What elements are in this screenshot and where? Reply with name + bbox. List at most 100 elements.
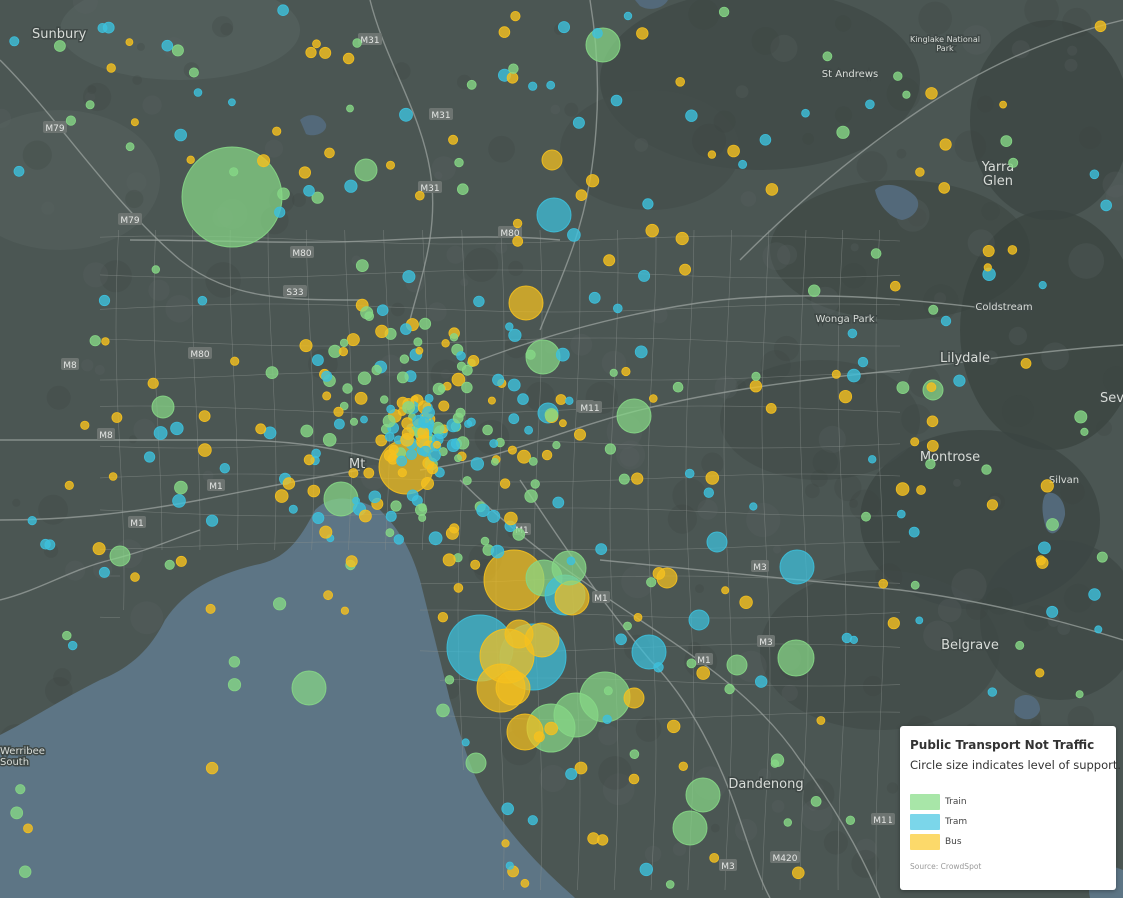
train-circle[interactable]	[508, 63, 519, 74]
bus-circle[interactable]	[451, 372, 466, 387]
bus-circle[interactable]	[533, 731, 545, 743]
train-circle[interactable]	[646, 577, 657, 588]
train-circle[interactable]	[810, 796, 822, 807]
tram-circle[interactable]	[321, 370, 333, 382]
bus-circle[interactable]	[348, 468, 359, 479]
tram-circle[interactable]	[940, 315, 952, 327]
tram-circle[interactable]	[612, 303, 623, 314]
train-circle[interactable]	[512, 528, 526, 541]
train-circle[interactable]	[164, 559, 175, 570]
train-circle[interactable]	[339, 338, 349, 348]
bus-circle[interactable]	[354, 391, 368, 405]
tram-circle[interactable]	[386, 404, 396, 414]
bus-circle[interactable]	[510, 11, 521, 22]
bus-circle[interactable]	[508, 285, 544, 321]
train-circle[interactable]	[585, 27, 621, 63]
tram-circle[interactable]	[524, 425, 533, 435]
tram-circle[interactable]	[368, 490, 382, 504]
tram-circle[interactable]	[1094, 625, 1103, 634]
bus-circle[interactable]	[417, 426, 430, 439]
bus-circle[interactable]	[507, 445, 517, 455]
bus-circle[interactable]	[559, 419, 567, 428]
tram-circle[interactable]	[565, 768, 578, 781]
bus-circle[interactable]	[307, 484, 321, 498]
train-circle[interactable]	[718, 6, 730, 18]
bus-circle[interactable]	[574, 761, 588, 775]
tram-circle[interactable]	[44, 539, 56, 551]
bus-circle[interactable]	[1020, 357, 1032, 369]
bus-circle[interactable]	[585, 174, 600, 188]
bus-circle[interactable]	[739, 595, 753, 610]
tram-circle[interactable]	[847, 328, 858, 339]
bus-circle[interactable]	[623, 687, 645, 709]
tram-circle[interactable]	[470, 457, 485, 471]
train-circle[interactable]	[454, 454, 462, 463]
tram-circle[interactable]	[376, 304, 389, 317]
bus-circle[interactable]	[448, 134, 459, 145]
train-circle[interactable]	[229, 167, 239, 177]
bus-circle[interactable]	[442, 553, 456, 567]
train-circle[interactable]	[822, 51, 833, 62]
tram-circle[interactable]	[592, 27, 603, 39]
tram-circle[interactable]	[527, 815, 538, 826]
bus-circle[interactable]	[765, 183, 779, 196]
tram-circle[interactable]	[144, 451, 156, 463]
bus-circle[interactable]	[303, 454, 315, 466]
tram-circle[interactable]	[865, 99, 875, 110]
train-circle[interactable]	[672, 381, 684, 393]
bus-circle[interactable]	[675, 77, 685, 87]
tram-circle[interactable]	[953, 374, 966, 387]
train-circle[interactable]	[551, 550, 587, 586]
train-circle[interactable]	[357, 371, 372, 385]
train-circle[interactable]	[322, 432, 337, 447]
train-circle[interactable]	[861, 511, 871, 522]
train-circle[interactable]	[444, 675, 455, 685]
bus-circle[interactable]	[574, 428, 587, 441]
train-circle[interactable]	[390, 500, 402, 512]
train-circle[interactable]	[300, 424, 314, 438]
tram-circle[interactable]	[98, 294, 111, 307]
bus-circle[interactable]	[721, 586, 730, 595]
train-circle[interactable]	[65, 115, 77, 126]
train-circle[interactable]	[783, 818, 792, 827]
bus-circle[interactable]	[299, 339, 313, 353]
tram-circle[interactable]	[473, 295, 485, 308]
bus-circle[interactable]	[926, 439, 939, 452]
bus-circle[interactable]	[433, 440, 441, 449]
tram-circle[interactable]	[631, 634, 667, 670]
bus-circle[interactable]	[298, 166, 311, 179]
bus-circle[interactable]	[198, 443, 212, 457]
tram-circle[interactable]	[27, 515, 37, 526]
bus-circle[interactable]	[498, 26, 511, 38]
bus-circle[interactable]	[831, 369, 841, 379]
bus-circle[interactable]	[257, 154, 271, 168]
bus-circle[interactable]	[441, 339, 450, 348]
tram-circle[interactable]	[755, 675, 768, 688]
tram-circle[interactable]	[1038, 541, 1051, 555]
tram-circle[interactable]	[344, 179, 358, 193]
train-circle[interactable]	[466, 79, 477, 90]
bus-circle[interactable]	[512, 218, 523, 229]
bus-circle[interactable]	[400, 432, 414, 447]
bus-circle[interactable]	[342, 52, 355, 65]
tram-circle[interactable]	[170, 421, 184, 436]
bus-circle[interactable]	[470, 559, 481, 570]
train-circle[interactable]	[171, 44, 184, 57]
train-circle[interactable]	[188, 67, 199, 78]
train-circle[interactable]	[291, 670, 327, 706]
train-circle[interactable]	[528, 456, 538, 466]
tram-circle[interactable]	[639, 862, 654, 877]
bus-circle[interactable]	[397, 467, 407, 478]
bus-circle[interactable]	[92, 542, 106, 556]
bus-circle[interactable]	[125, 38, 134, 46]
bus-circle[interactable]	[707, 150, 717, 159]
bus-circle[interactable]	[520, 878, 530, 888]
tram-circle[interactable]	[749, 502, 758, 511]
train-circle[interactable]	[371, 364, 382, 376]
train-circle[interactable]	[530, 479, 540, 489]
tram-circle[interactable]	[638, 269, 651, 282]
bus-circle[interactable]	[916, 485, 926, 495]
bus-circle[interactable]	[986, 499, 999, 511]
bus-circle[interactable]	[554, 580, 590, 616]
